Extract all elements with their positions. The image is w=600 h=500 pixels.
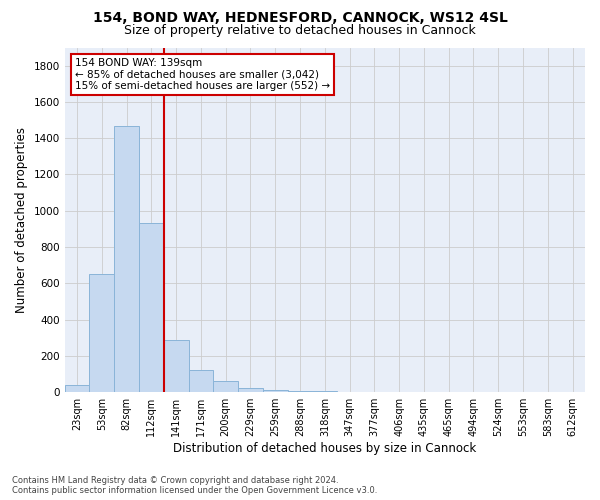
X-axis label: Distribution of detached houses by size in Cannock: Distribution of detached houses by size … (173, 442, 476, 455)
Y-axis label: Number of detached properties: Number of detached properties (15, 127, 28, 313)
Text: Size of property relative to detached houses in Cannock: Size of property relative to detached ho… (124, 24, 476, 37)
Bar (238, 388, 263, 392)
Text: 154 BOND WAY: 139sqm
← 85% of detached houses are smaller (3,042)
15% of semi-de: 154 BOND WAY: 139sqm ← 85% of detached h… (75, 58, 330, 91)
Text: 154, BOND WAY, HEDNESFORD, CANNOCK, WS12 4SL: 154, BOND WAY, HEDNESFORD, CANNOCK, WS12… (92, 11, 508, 25)
Text: Contains HM Land Registry data © Crown copyright and database right 2024.
Contai: Contains HM Land Registry data © Crown c… (12, 476, 377, 495)
Bar (65, 386, 89, 392)
Bar (214, 381, 238, 392)
Bar (287, 391, 313, 392)
Bar (139, 222, 164, 392)
Bar (114, 126, 139, 392)
Bar (263, 390, 287, 392)
Bar (89, 274, 114, 392)
Bar (164, 340, 188, 392)
Bar (188, 370, 214, 392)
